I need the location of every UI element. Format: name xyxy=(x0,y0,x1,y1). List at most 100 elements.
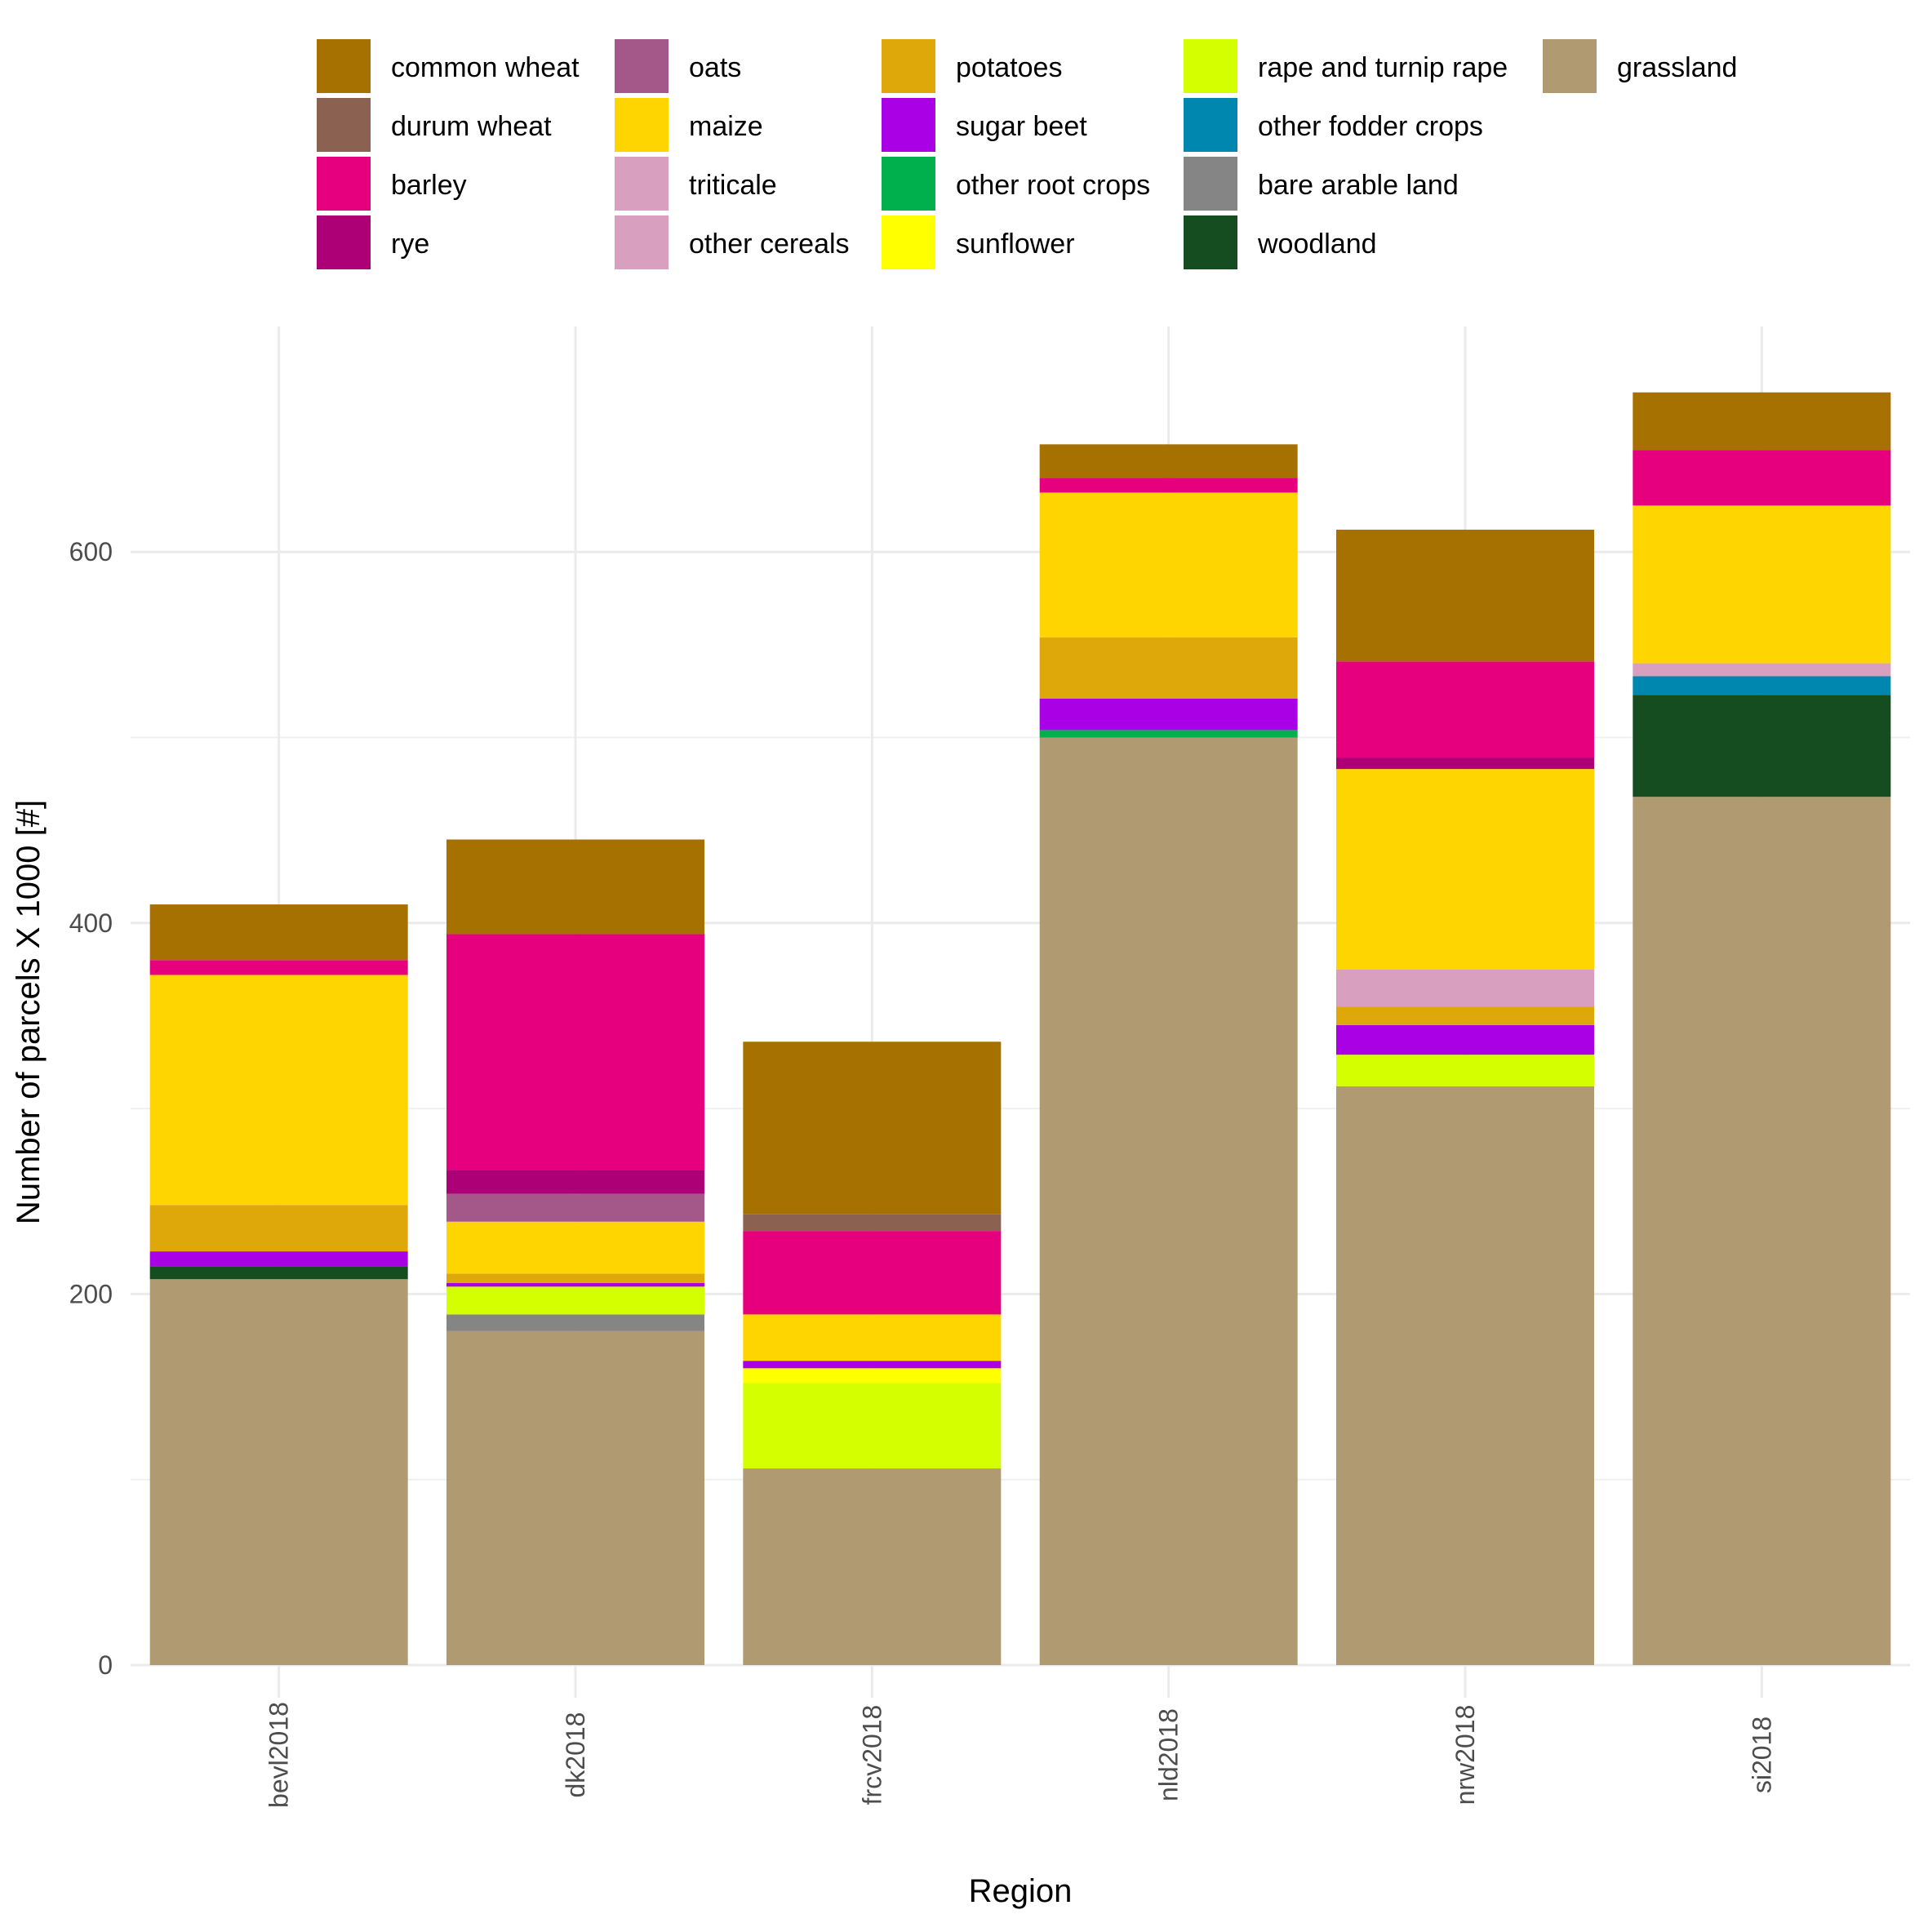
bar-segment-si2018-other-fodder-crops xyxy=(1633,676,1891,695)
y-tick-label: 400 xyxy=(69,908,113,938)
legend-item-durum-wheat: durum wheat xyxy=(317,98,552,152)
legend-label: barley xyxy=(391,170,467,201)
bar-segment-si2018-grassland xyxy=(1633,797,1891,1665)
bar-segment-bevl2018-woodland xyxy=(149,1266,408,1280)
legend-label: sunflower xyxy=(956,229,1075,260)
bar-segment-bevl2018-grassland xyxy=(149,1279,408,1665)
bar-segment-nld2018-grassland xyxy=(1039,737,1298,1665)
bar-segment-bevl2018-common-wheat xyxy=(149,904,408,961)
legend-item-triticale: triticale xyxy=(615,157,777,211)
bar-segment-si2018-triticale xyxy=(1633,663,1891,677)
bar-segment-frcv2018-rape-and-turnip-rape xyxy=(743,1383,1002,1469)
bar-segment-dk2018-rye xyxy=(446,1170,704,1194)
legend-swatch xyxy=(1184,157,1237,211)
bar-segment-nrw2018-potatoes xyxy=(1336,1006,1594,1025)
bar-segment-bevl2018-sugar-beet xyxy=(149,1251,408,1267)
legend-item-sugar-beet: sugar beet xyxy=(882,98,1087,152)
legend-swatch xyxy=(1543,39,1597,93)
legend-swatch xyxy=(1184,215,1237,269)
bar-segment-frcv2018-sugar-beet xyxy=(743,1361,1002,1369)
x-tick-label: si2018 xyxy=(1747,1717,1776,1793)
bar-segment-nld2018-sugar-beet xyxy=(1039,698,1298,731)
bar-segment-si2018-barley xyxy=(1633,450,1891,506)
legend-swatch xyxy=(317,157,371,211)
bar-segment-dk2018-oats xyxy=(446,1193,704,1222)
legend-swatch xyxy=(615,39,669,93)
legend-swatch xyxy=(615,157,669,211)
bar-segment-nrw2018-sugar-beet xyxy=(1336,1024,1594,1055)
legend-label: other fodder crops xyxy=(1258,111,1483,142)
bar-segment-nld2018-common-wheat xyxy=(1039,444,1298,478)
bar-segment-dk2018-maize xyxy=(446,1221,704,1274)
x-axis-title: Region xyxy=(969,1873,1073,1909)
legend-label: oats xyxy=(689,52,741,83)
legend-item-sunflower: sunflower xyxy=(882,215,1075,269)
y-tick-label: 200 xyxy=(69,1279,113,1308)
y-tick-label: 0 xyxy=(98,1650,113,1680)
legend-label: other root crops xyxy=(956,170,1150,201)
x-tick-label: dk2018 xyxy=(561,1712,590,1798)
legend-item-woodland: woodland xyxy=(1184,215,1377,269)
bar-segment-si2018-maize xyxy=(1633,505,1891,664)
bar-segment-nrw2018-rape-and-turnip-rape xyxy=(1336,1055,1594,1086)
bar-segment-nld2018-other-root-crops xyxy=(1039,730,1298,738)
bar-segment-si2018-common-wheat xyxy=(1633,392,1891,451)
legend-item-bare-arable-land: bare arable land xyxy=(1184,157,1459,211)
legend-label: rye xyxy=(391,229,429,260)
legend-swatch xyxy=(317,39,371,93)
legend-item-other-root-crops: other root crops xyxy=(882,157,1150,211)
y-axis-title: Number of parcels X 1000 [#] xyxy=(11,800,47,1224)
legend-label: maize xyxy=(689,111,763,142)
legend-swatch xyxy=(882,98,935,152)
bar-segment-nrw2018-triticale xyxy=(1336,969,1594,1007)
legend-item-barley: barley xyxy=(317,157,467,211)
legend-item-rape-and-turnip-rape: rape and turnip rape xyxy=(1184,39,1508,93)
x-tick-label: nrw2018 xyxy=(1450,1705,1480,1805)
bar-segment-frcv2018-barley xyxy=(743,1231,1002,1315)
legend-item-oats: oats xyxy=(615,39,741,93)
bar-segment-nrw2018-common-wheat xyxy=(1336,529,1594,662)
bar-segment-frcv2018-common-wheat xyxy=(743,1042,1002,1215)
bar-segment-bevl2018-barley xyxy=(149,960,408,975)
bar-segment-frcv2018-maize xyxy=(743,1314,1002,1361)
legend-swatch xyxy=(317,98,371,152)
x-tick-label: nld2018 xyxy=(1154,1708,1184,1801)
legend-label: bare arable land xyxy=(1258,170,1459,201)
legend-swatch xyxy=(882,157,935,211)
legend-item-potatoes: potatoes xyxy=(882,39,1062,93)
bar-segment-dk2018-grassland xyxy=(446,1330,704,1665)
bar-segment-dk2018-sugar-beet xyxy=(446,1282,704,1287)
legend-swatch xyxy=(1184,39,1237,93)
bar-segment-nld2018-potatoes xyxy=(1039,637,1298,699)
bar-segment-dk2018-common-wheat xyxy=(446,839,704,935)
bar-segment-frcv2018-grassland xyxy=(743,1468,1002,1665)
bar-segment-bevl2018-maize xyxy=(149,975,408,1206)
legend-swatch xyxy=(615,98,669,152)
bar-segment-dk2018-rape-and-turnip-rape xyxy=(446,1286,704,1315)
legend-label: grassland xyxy=(1617,52,1737,83)
bar-segment-dk2018-bare-arable-land xyxy=(446,1314,704,1331)
legend-label: rape and turnip rape xyxy=(1258,52,1508,83)
bar-segment-bevl2018-potatoes xyxy=(149,1205,408,1252)
y-tick-label: 600 xyxy=(69,537,113,566)
legend: common wheat durum wheat barley rye oats maiz… xyxy=(317,39,1737,269)
legend-label: durum wheat xyxy=(391,111,552,142)
legend-label: sugar beet xyxy=(956,111,1087,142)
bar-segment-dk2018-barley xyxy=(446,934,704,1170)
legend-item-common-wheat: common wheat xyxy=(317,39,580,93)
bar-segment-frcv2018-durum-wheat xyxy=(743,1214,1002,1232)
legend-item-rye: rye xyxy=(317,215,429,269)
legend-label: woodland xyxy=(1257,229,1377,260)
legend-item-other-cereals: other cereals xyxy=(615,215,850,269)
legend-label: other cereals xyxy=(689,229,850,260)
legend-label: common wheat xyxy=(391,52,580,83)
x-tick-label: frcv2018 xyxy=(857,1705,886,1805)
legend-item-other-fodder-crops: other fodder crops xyxy=(1184,98,1483,152)
legend-label: potatoes xyxy=(956,52,1062,83)
bar-segment-nrw2018-maize xyxy=(1336,769,1594,970)
axes: Number of parcels X 1000 [#] Region 0 200… xyxy=(11,537,1776,1909)
bar-segment-frcv2018-sunflower xyxy=(743,1368,1002,1383)
bar-segment-nld2018-barley xyxy=(1039,477,1298,493)
